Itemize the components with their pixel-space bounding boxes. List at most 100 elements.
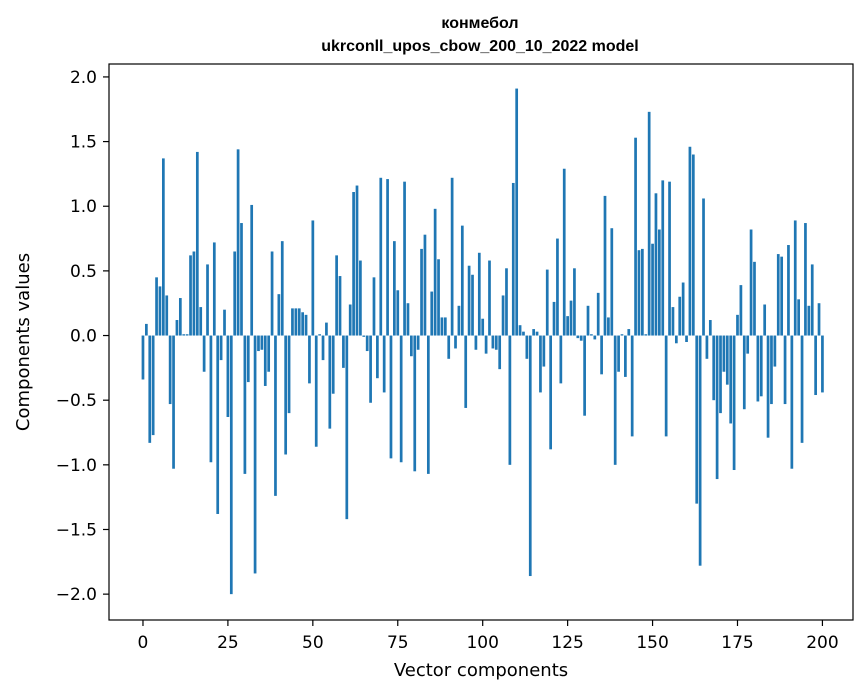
x-tick-label: 50 [302,633,324,653]
bar-188 [780,256,784,336]
bar-43 [287,335,291,414]
chart-title-line1: конмебол [441,15,518,32]
bar-80 [413,335,417,472]
bar-0 [141,335,145,380]
bar-159 [681,282,685,336]
bar-136 [603,195,607,336]
bar-12 [182,334,186,336]
bar-14 [189,255,192,336]
bar-173 [729,335,733,424]
bar-49 [308,335,311,384]
bar-132 [590,334,593,336]
bar-37 [267,335,271,372]
bar-40 [277,294,281,336]
bar-108 [508,335,512,465]
bar-112 [522,331,525,336]
bar-160 [685,335,688,342]
y-tick-label: 0.5 [70,262,97,282]
y-tick-label: 1.0 [70,197,97,217]
bar-65 [362,335,366,337]
bar-3 [151,335,155,436]
x-tick-label: 200 [806,633,838,653]
bar-28 [236,149,240,336]
bar-13 [185,334,189,336]
bar-22 [216,335,220,514]
bar-9 [172,335,175,469]
bar-57 [335,255,338,336]
x-tick-label: 25 [217,633,239,653]
bar-68 [372,277,376,336]
bar-60 [345,335,349,520]
y-tick-label: 2.0 [70,68,97,88]
bar-86 [433,208,437,336]
y-tick-label: −0.5 [56,391,97,411]
bar-106 [501,295,505,336]
bar-36 [263,335,267,386]
bar-164 [698,335,702,566]
bar-150 [651,243,654,336]
bar-128 [576,335,580,339]
bar-81 [416,335,420,350]
x-tick-label: 175 [721,633,753,653]
bar-189 [783,335,787,405]
bar-62 [352,192,355,336]
bar-24 [223,309,226,336]
bar-116 [535,331,539,336]
bar-178 [746,335,750,354]
bar-42 [284,335,288,455]
y-tick-label: −1.5 [56,520,97,540]
bar-11 [178,298,182,336]
bar-2 [148,335,152,443]
x-tick-label: 100 [466,633,498,653]
bar-58 [338,276,342,336]
bar-10 [175,320,179,336]
bar-6 [161,158,165,336]
bar-94 [460,225,464,336]
bar-119 [545,269,549,336]
bar-191 [790,335,794,469]
bar-48 [304,314,308,336]
bar-34 [257,335,260,352]
bar-98 [474,335,478,350]
bar-146 [637,250,641,336]
bar-162 [691,154,695,336]
bar-77 [403,181,406,336]
bar-33 [253,335,257,574]
bar-84 [426,335,430,474]
bar-198 [814,335,817,396]
bar-166 [705,335,709,359]
bar-107 [505,268,508,336]
bar-96 [467,265,471,336]
bar-26 [229,335,233,595]
bar-30 [243,335,247,474]
bar-100 [481,318,485,336]
bar-126 [569,300,573,336]
bar-16 [195,151,199,336]
bar-92 [454,335,457,349]
y-tick-label: −2.0 [56,585,97,605]
bar-56 [331,335,335,394]
bar-141 [620,334,624,336]
bar-31 [246,335,250,383]
x-tick-label: 125 [551,633,583,653]
bar-158 [678,296,682,336]
bar-85 [430,291,434,336]
bar-91 [450,177,454,336]
bar-25 [226,335,230,417]
bar-121 [552,301,556,336]
bar-51 [314,335,318,447]
bar-59 [342,335,345,368]
bar-5 [158,286,162,336]
bar-125 [566,316,569,336]
bar-154 [664,335,668,437]
bar-55 [328,335,332,429]
bar-79 [409,335,413,357]
bar-53 [321,335,325,361]
bar-64 [359,260,362,336]
bar-169 [715,335,719,480]
bar-35 [260,335,264,350]
bar-74 [393,241,396,336]
x-axis-ticks: 0 25 50 75 100 125 150 175 200 [138,620,839,653]
